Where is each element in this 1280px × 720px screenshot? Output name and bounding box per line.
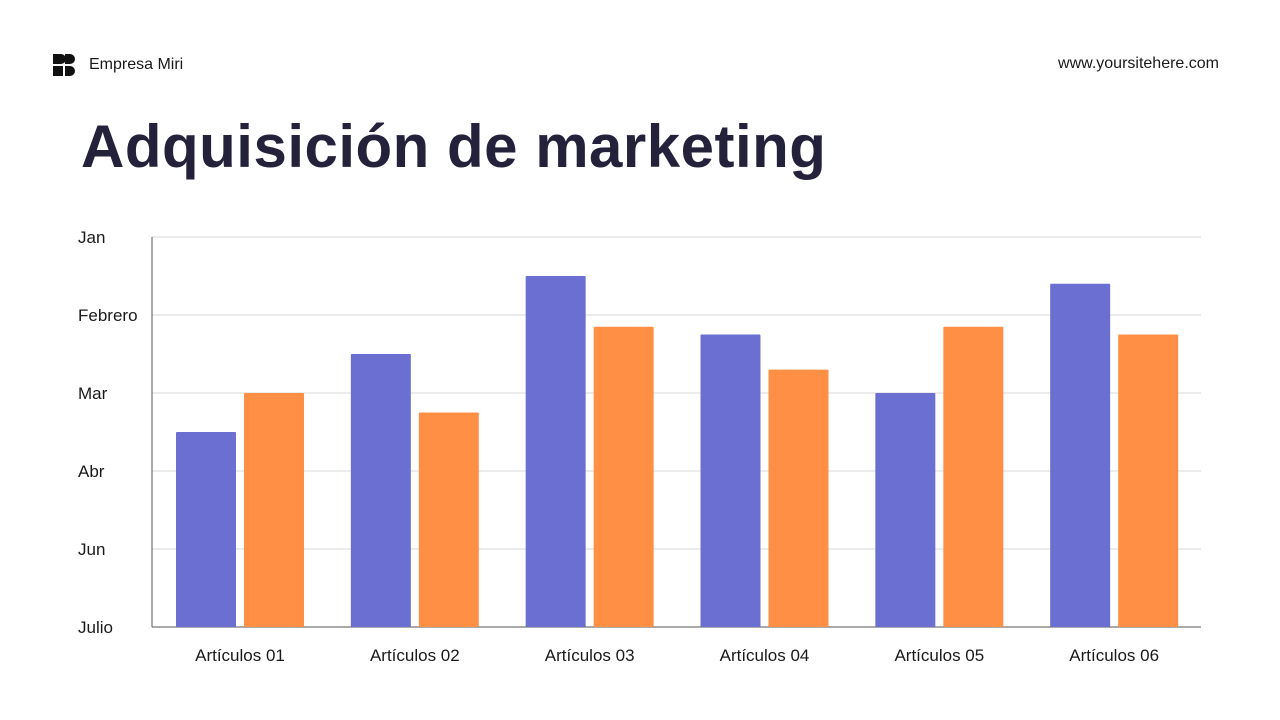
x-tick-label: Artículos 04: [720, 646, 810, 665]
x-tick-label: Artículos 02: [370, 646, 460, 665]
y-tick-label: Jan: [78, 228, 105, 247]
bar-series1: [700, 334, 761, 627]
bar-series2: [418, 412, 479, 627]
bar-series1: [350, 354, 411, 627]
y-tick-label: Febrero: [78, 306, 138, 325]
x-tick-label: Artículos 06: [1069, 646, 1159, 665]
page-title: Adquisición de marketing: [81, 113, 827, 180]
y-tick-label: Julio: [78, 618, 113, 637]
bar-series1: [875, 393, 936, 627]
bar-series2: [943, 326, 1004, 627]
bar-series1: [1050, 283, 1111, 627]
bar-series2: [1118, 334, 1179, 627]
logo-icon: [53, 54, 75, 76]
x-tick-label: Artículos 05: [894, 646, 984, 665]
x-tick-label: Artículos 03: [545, 646, 635, 665]
website-link[interactable]: www.yoursitehere.com: [1058, 55, 1219, 72]
brand-name: Empresa Miri: [89, 56, 184, 73]
y-tick-label: Jun: [78, 540, 105, 559]
y-tick-label: Abr: [78, 462, 105, 481]
bar-series1: [525, 276, 586, 627]
brand: Empresa Miri: [53, 54, 183, 76]
bar-series1: [176, 432, 236, 627]
bar-series2: [768, 369, 829, 627]
bar-series2: [244, 393, 304, 627]
x-tick-label: Artículos 01: [195, 646, 285, 665]
bar-series2: [593, 326, 654, 627]
y-tick-label: Mar: [78, 384, 108, 403]
